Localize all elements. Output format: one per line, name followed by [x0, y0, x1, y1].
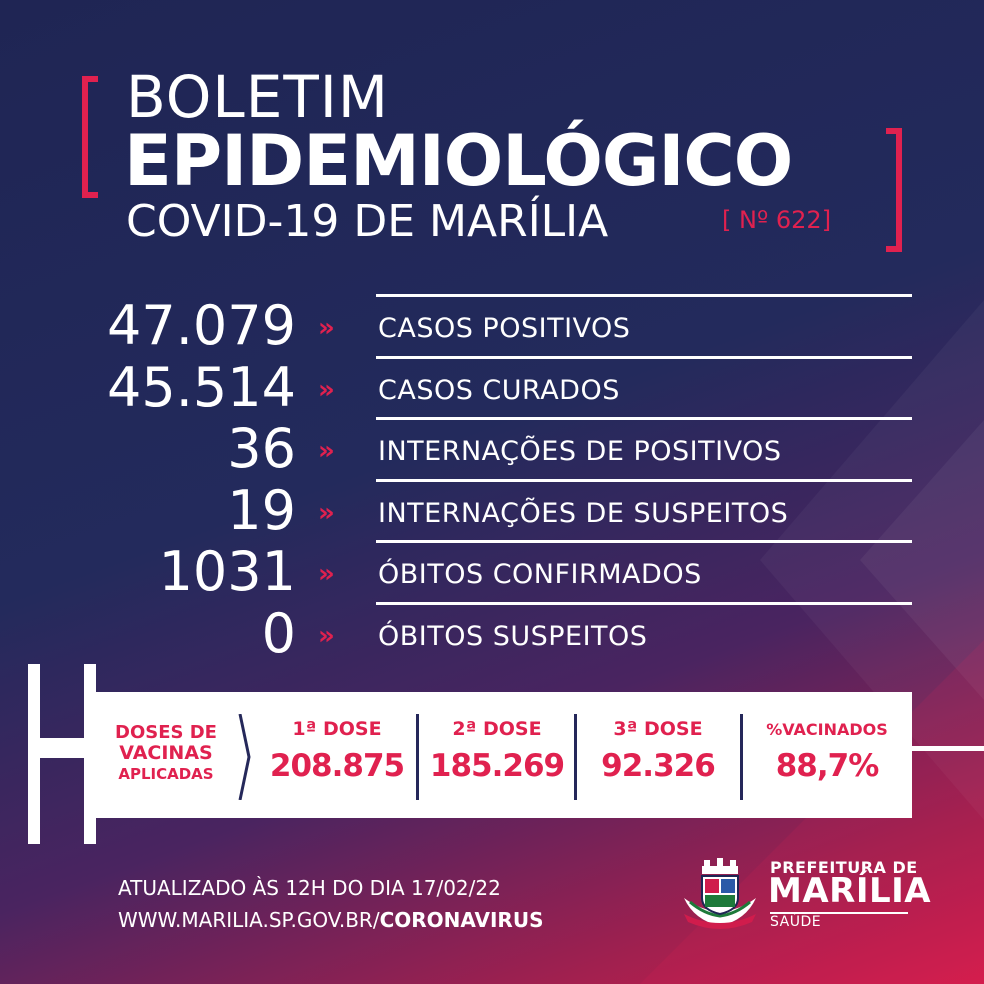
stat-label: ÓBITOS CONFIRMADOS	[378, 559, 702, 590]
title-bracket-left	[82, 76, 98, 198]
stat-value: 36	[227, 417, 296, 480]
double-chevron-icon: »	[318, 498, 335, 528]
website-url-path: CORONAVIRUS	[379, 908, 544, 932]
double-chevron-icon: »	[318, 559, 335, 589]
vaccine-col-header: 1ª DOSE	[292, 718, 382, 740]
vaccine-col-value: 88,7%	[775, 748, 880, 784]
vaccine-title-block: DOSES DE VACINAS APLICADAS	[96, 692, 236, 818]
stat-row-casos-curados: 45.514 » CASOS CURADOS	[0, 358, 984, 418]
stat-row-casos-positivos: 47.079 » CASOS POSITIVOS	[0, 296, 984, 356]
stat-row-internacoes-suspeitos: 19 » INTERNAÇÕES DE SUSPEITOS	[0, 481, 984, 541]
double-chevron-icon: »	[318, 621, 335, 651]
vaccine-col-value: 208.875	[269, 748, 405, 784]
vaccine-title-line: DOSES DE	[115, 722, 217, 743]
brand-divider	[770, 912, 908, 914]
vaccine-title-chevron	[238, 714, 251, 800]
brand-marilia: MARÍLIA	[768, 871, 932, 911]
stat-divider	[376, 294, 912, 297]
stat-label: CASOS POSITIVOS	[378, 313, 631, 344]
stat-divider	[376, 417, 912, 420]
vaccine-col-dose1: 1ª DOSE 208.875	[258, 692, 416, 818]
stat-divider	[376, 540, 912, 543]
double-chevron-icon: »	[318, 436, 335, 466]
vaccine-col-header: %VACINADOS	[766, 720, 888, 739]
vaccine-col-value: 185.269	[429, 748, 565, 784]
title-bracket-right	[886, 128, 902, 252]
vaccine-divider	[416, 714, 419, 800]
website-link[interactable]: WWW.MARILIA.SP.GOV.BR/CORONAVIRUS	[118, 908, 543, 932]
vaccine-col-header: 3ª DOSE	[613, 718, 703, 740]
stat-divider	[376, 356, 912, 359]
title-line-boletim: BOLETIM	[126, 63, 389, 131]
issue-number: [ Nº 622]	[722, 206, 832, 234]
vaccine-panel: DOSES DE VACINAS APLICADAS 1ª DOSE 208.8…	[96, 692, 912, 818]
stat-row-obitos-confirmados: 1031 » ÓBITOS CONFIRMADOS	[0, 542, 984, 602]
title-line-epidemiologico: EPIDEMIOLÓGICO	[124, 120, 793, 202]
vaccine-title-line: APLICADAS	[118, 765, 214, 783]
syringe-needle	[912, 746, 984, 751]
stat-value: 19	[227, 479, 296, 542]
stat-value: 0	[261, 602, 296, 665]
vaccine-col-percent: %VACINADOS 88,7%	[744, 692, 910, 818]
vaccine-title-line: VACINAS	[119, 742, 213, 764]
website-url-prefix: WWW.MARILIA.SP.GOV.BR/	[118, 908, 380, 932]
stat-value: 45.514	[107, 356, 296, 419]
stat-label: ÓBITOS SUSPEITOS	[378, 621, 648, 652]
vaccine-col-dose3: 3ª DOSE 92.326	[578, 692, 738, 818]
updated-timestamp: ATUALIZADO ÀS 12H DO DIA 17/02/22	[118, 876, 501, 900]
stat-value: 47.079	[107, 294, 296, 357]
brand-saude: SAÚDE	[770, 914, 822, 930]
vaccine-col-dose2: 2ª DOSE 185.269	[422, 692, 572, 818]
brand-prefeitura: PREFEITURA DE	[770, 858, 918, 877]
stat-label: INTERNAÇÕES DE POSITIVOS	[378, 436, 782, 467]
double-chevron-icon: »	[318, 375, 335, 405]
vaccine-divider	[740, 714, 743, 800]
stat-value: 1031	[158, 540, 296, 603]
vaccine-divider	[574, 714, 577, 800]
stat-label: CASOS CURADOS	[378, 375, 620, 406]
vaccine-col-value: 92.326	[601, 748, 716, 784]
double-chevron-icon: »	[318, 313, 335, 343]
syringe-plunger-bar	[28, 738, 96, 758]
stat-divider	[376, 602, 912, 605]
stat-row-internacoes-positivos: 36 » INTERNAÇÕES DE POSITIVOS	[0, 419, 984, 479]
stat-row-obitos-suspeitos: 0 » ÓBITOS SUSPEITOS	[0, 604, 984, 664]
title-line-covid-marilia: COVID-19 DE MARÍLIA	[126, 196, 609, 247]
vaccine-col-header: 2ª DOSE	[452, 718, 542, 740]
stat-label: INTERNAÇÕES DE SUSPEITOS	[378, 498, 789, 529]
stat-divider	[376, 479, 912, 482]
coat-of-arms-icon	[684, 858, 756, 929]
